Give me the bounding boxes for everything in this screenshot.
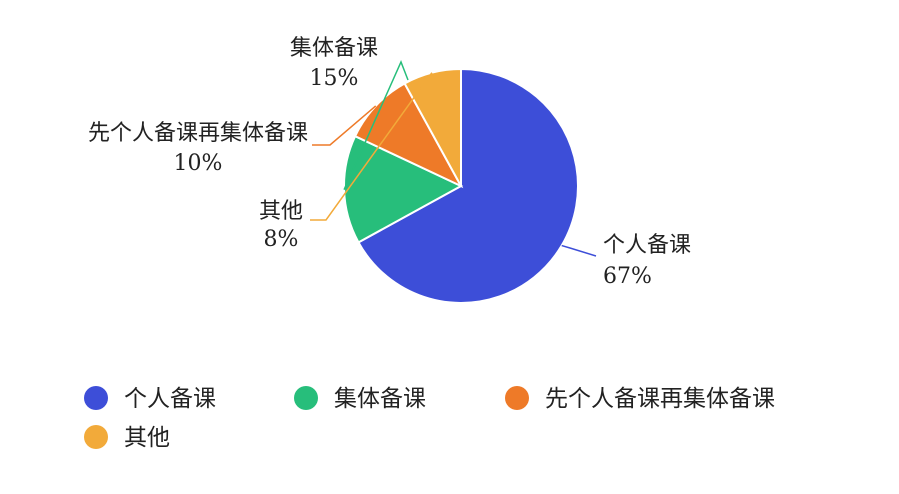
slice-label-1: 集体备课 [290,36,378,61]
slice-label-3: 其他 [259,199,303,224]
slice-label-0: 个人备课 [603,233,691,258]
leader-line-2 [312,105,377,146]
slice-value-label-0: 67% [603,264,652,289]
leader-lines [310,60,597,257]
slice-value-label-3: 8% [264,227,299,252]
leader-line-1 [343,60,409,190]
slice-label-2: 先个人备课再集体备课 [88,121,308,146]
legend-label-2[interactable]: 先个人备课再集体备课 [545,386,775,412]
pie-slices [343,67,579,304]
legend-marker-0[interactable] [84,386,108,410]
legend-label-3[interactable]: 其他 [124,425,170,451]
leader-line-0 [561,244,597,257]
legend-marker-3[interactable] [84,425,108,449]
pie-slice-0 [357,67,579,304]
legend-label-0[interactable]: 个人备课 [124,386,216,412]
slice-value-label-2: 10% [174,151,223,176]
pie-slice-2 [353,82,464,189]
leader-line-3 [310,72,433,221]
slice-labels: 个人备课 67% 集体备课 15% 先个人备课再集体备课 10% 其他 8% [88,36,691,289]
slice-value-label-1: 15% [310,66,359,91]
legend-marker-2[interactable] [505,386,529,410]
legend-label-1[interactable]: 集体备课 [334,386,426,412]
legend-marker-1[interactable] [294,386,318,410]
